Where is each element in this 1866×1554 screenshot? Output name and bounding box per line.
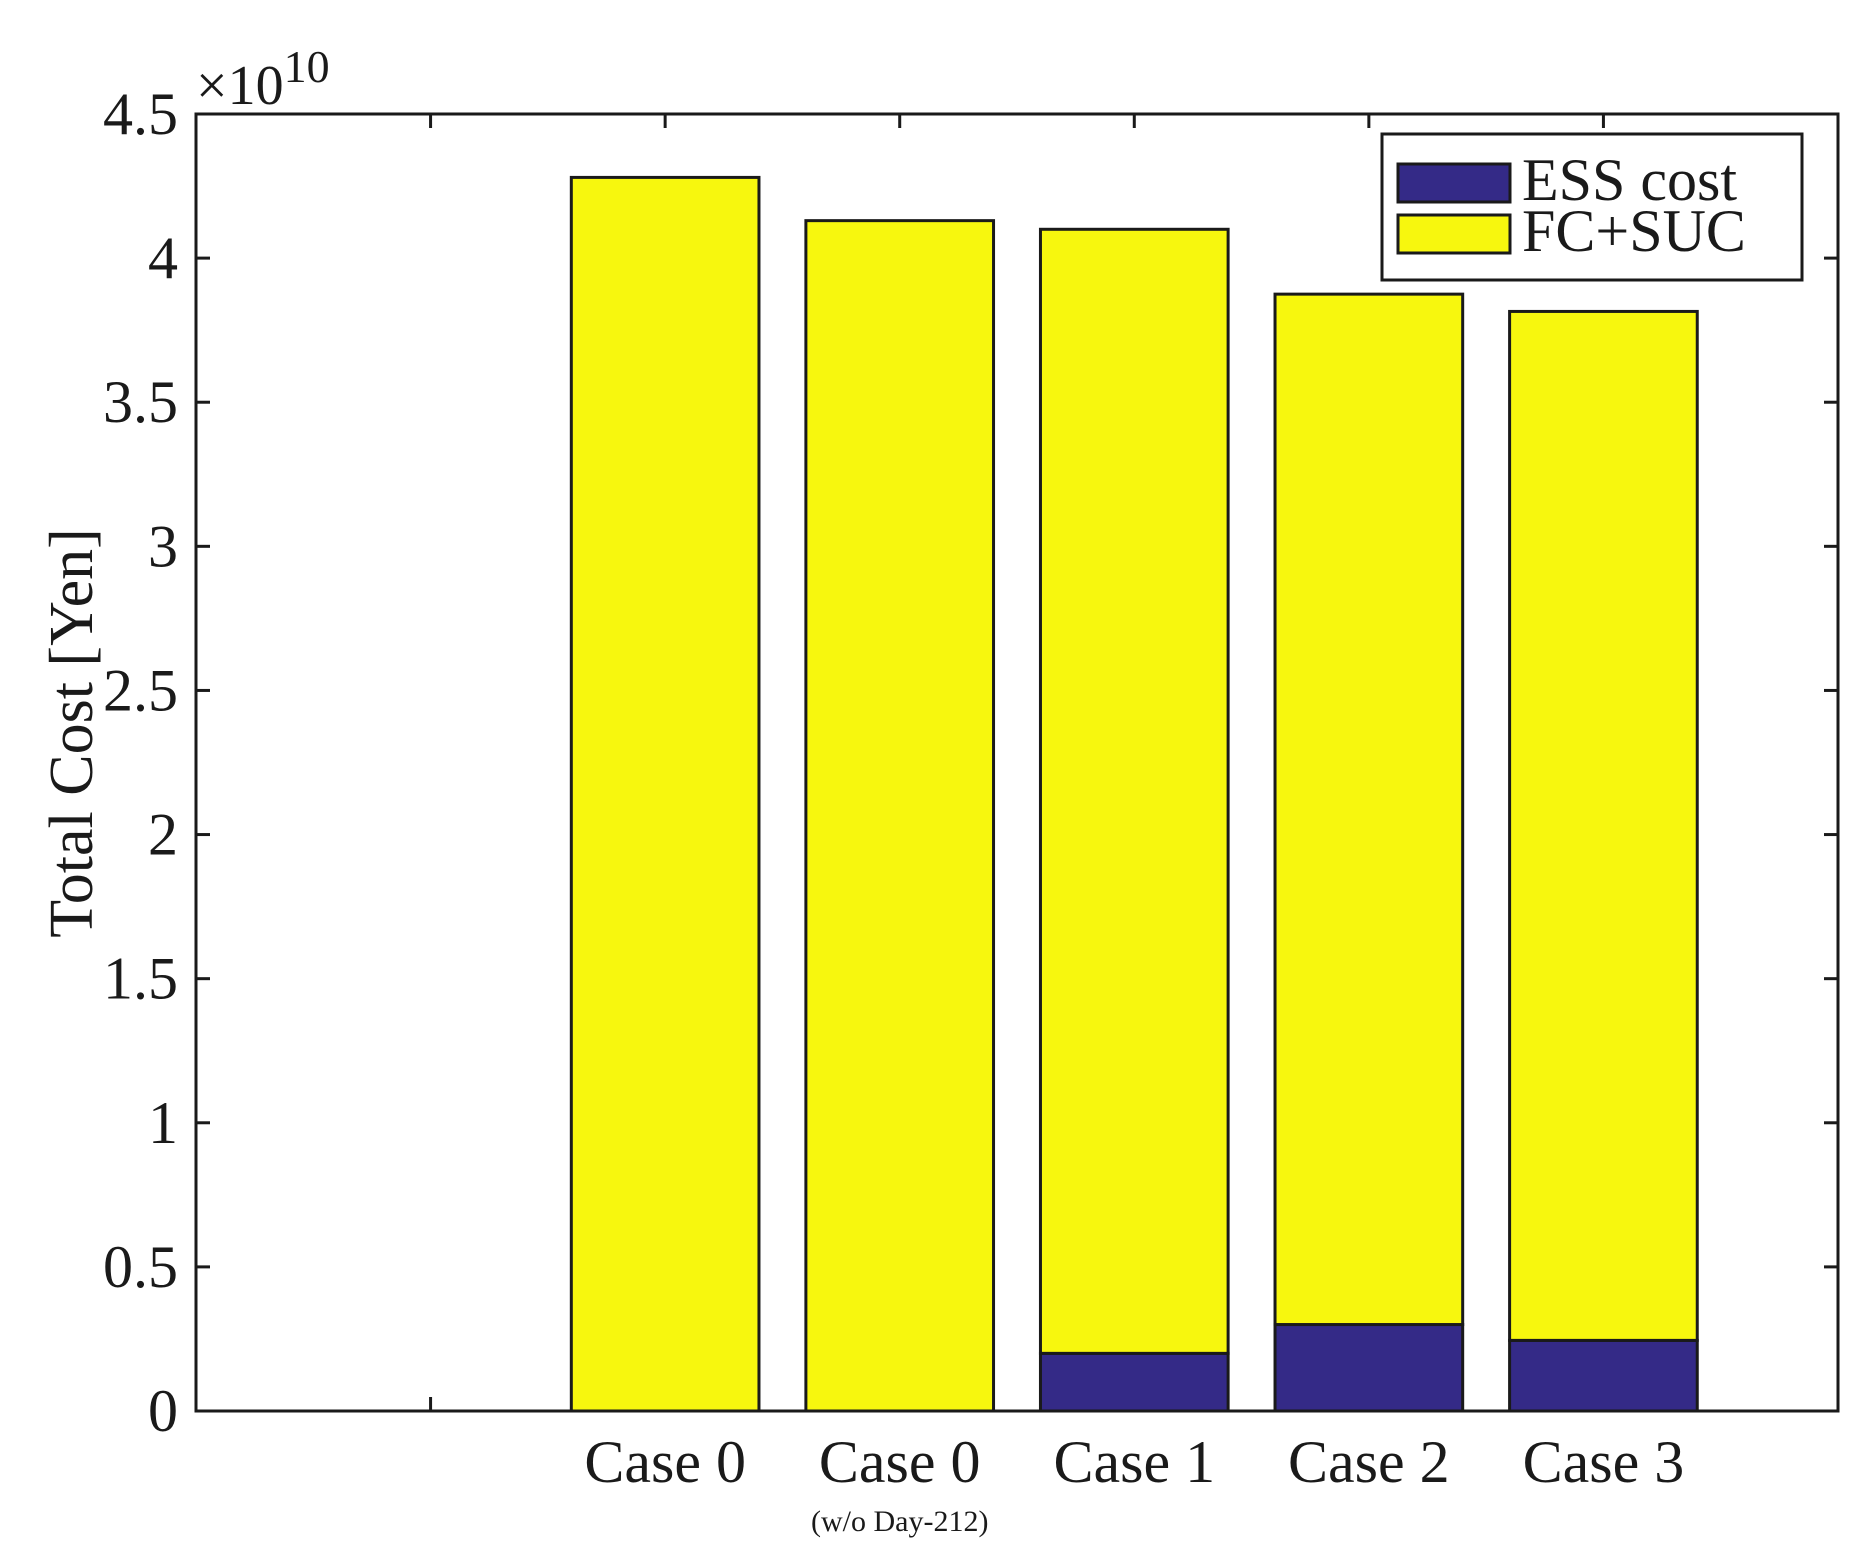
y-tick-label-8: 4 [148,225,178,291]
x-tick-sublabel-1: (w/o Day-212) [811,1505,988,1538]
bar-fc-suc-1 [804,219,996,1413]
bar-fc-suc-3 [1273,292,1465,1327]
bar-fc-suc-0 [569,175,761,1413]
y-tick-label-4: 2 [148,802,178,868]
ticks-layer [196,112,1838,1413]
y-multiplier-base: ×10 [196,55,284,117]
y-tick-label-2: 1 [148,1090,178,1156]
legend-label-ess-cost: ESS cost [1522,147,1737,213]
bars-layer [569,175,1699,1413]
y-tick-label-9: 4.5 [103,81,178,147]
y-tick-label-5: 2.5 [103,657,178,723]
legend-swatch-fc-suc [1396,213,1512,255]
y-multiplier-exponent: 10 [284,41,330,92]
x-tick-label-4: Case 3 [1523,1429,1685,1495]
x-tick-label-3: Case 2 [1288,1429,1450,1495]
y-axis-title: Total Cost [Yen] [38,528,106,938]
y-tick-label-6: 3 [148,513,178,579]
bar-ess-cost-4 [1508,1338,1699,1413]
y-tick-label-7: 3.5 [103,369,178,435]
y-multiplier-label: ×1010 [196,41,330,117]
plot-frame [194,112,1840,1413]
y-tick-label-0: 0 [148,1378,178,1444]
x-tick-label-1: Case 0 [819,1429,981,1495]
y-tick-label-1: 0.5 [103,1234,178,1300]
x-tick-labels: Case 0 Case 0 (w/o Day-212) Case 1 Case 2 Cas… [584,1429,1684,1538]
legend-label-fc-suc: FC+SUC [1522,198,1746,264]
legend-box [1380,132,1804,282]
legend: ESS cost FC+SUC [1380,132,1804,282]
bar-ess-cost-3 [1273,1323,1465,1413]
bar-fc-suc-4 [1508,309,1699,1342]
x-tick-label-0: Case 0 [584,1429,746,1495]
bar-ess-cost-2 [1038,1351,1230,1413]
y-tick-label-3: 1.5 [103,946,178,1012]
legend-swatch-ess-cost [1396,162,1512,204]
x-tick-label-2: Case 1 [1053,1429,1215,1495]
bar-fc-suc-2 [1038,227,1230,1355]
y-tick-labels: 0 0.5 1 1.5 2 2.5 3 3.5 4 4.5 [103,81,178,1444]
